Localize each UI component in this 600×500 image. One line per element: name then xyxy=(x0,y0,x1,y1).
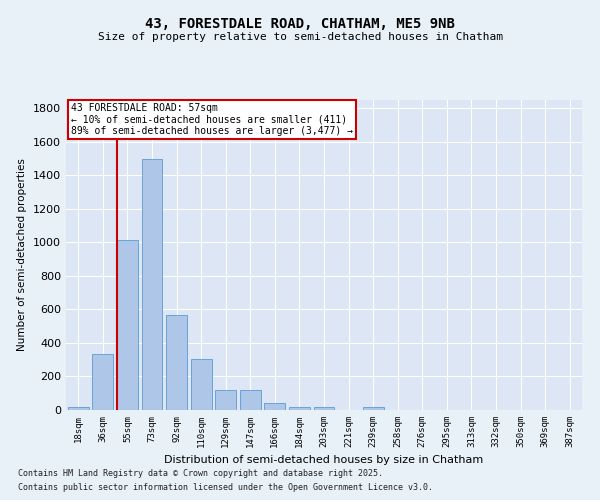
Bar xyxy=(191,359,212,410)
Bar xyxy=(362,406,383,410)
Bar xyxy=(142,158,163,410)
Text: 43 FORESTDALE ROAD: 57sqm
← 10% of semi-detached houses are smaller (411)
89% of: 43 FORESTDALE ROAD: 57sqm ← 10% of semi-… xyxy=(71,103,353,136)
Bar xyxy=(289,406,310,410)
Text: Contains HM Land Registry data © Crown copyright and database right 2025.: Contains HM Land Registry data © Crown c… xyxy=(18,468,383,477)
Y-axis label: Number of semi-detached properties: Number of semi-detached properties xyxy=(17,158,28,352)
Text: 43, FORESTDALE ROAD, CHATHAM, ME5 9NB: 43, FORESTDALE ROAD, CHATHAM, ME5 9NB xyxy=(145,18,455,32)
X-axis label: Distribution of semi-detached houses by size in Chatham: Distribution of semi-detached houses by … xyxy=(164,456,484,466)
Bar xyxy=(314,406,334,410)
Text: Contains public sector information licensed under the Open Government Licence v3: Contains public sector information licen… xyxy=(18,484,433,492)
Bar xyxy=(117,240,138,410)
Bar xyxy=(240,390,261,410)
Bar xyxy=(166,316,187,410)
Bar xyxy=(215,390,236,410)
Bar xyxy=(92,354,113,410)
Bar xyxy=(265,404,286,410)
Bar xyxy=(68,406,89,410)
Text: Size of property relative to semi-detached houses in Chatham: Size of property relative to semi-detach… xyxy=(97,32,503,42)
